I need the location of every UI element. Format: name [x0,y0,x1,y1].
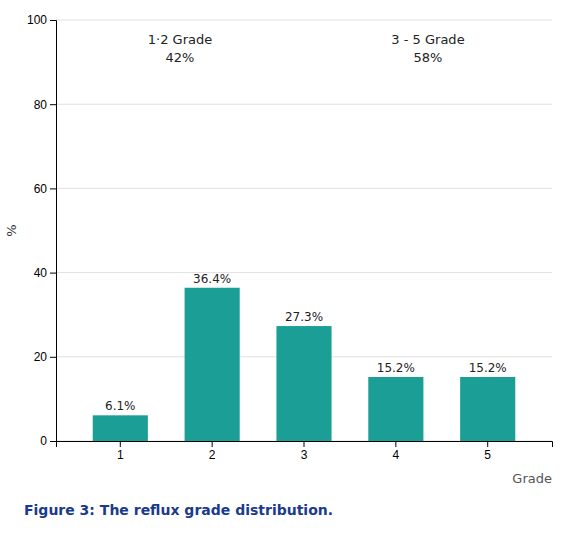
x-tick-label: 5 [484,448,491,462]
data-label: 15.2% [377,361,415,375]
y-tick-label: 80 [34,98,48,112]
grid-line [56,272,552,273]
chart: 0 20 40 60 80 100 1 2 3 4 5 6.1% 36.4% 27.3% 15.2% 15.2… [0,0,576,533]
x-tick-mark [487,441,488,447]
data-label: 36.4% [193,272,231,286]
y-tick: 60 [34,182,56,196]
x-tick-label: 1 [117,448,124,462]
x-tick-label: 2 [209,448,216,462]
y-tick-mark [50,273,56,274]
y-tick-mark [50,188,56,189]
x-tick: 1 [117,441,124,462]
y-tick-mark [50,357,56,358]
x-tick-mark [395,441,396,447]
x-tick: 4 [393,441,400,462]
x-axis-line [57,442,553,448]
x-tick-mark [212,441,213,447]
annotations: 1·2 Grade 42% 3 - 5 Grade 58% [148,32,465,65]
y-tick-mark [50,20,56,21]
caption: Figure 3: The reflux grade distribution. [24,502,333,518]
x-axis: 1 2 3 4 5 [57,441,553,462]
y-tick: 80 [34,98,56,112]
data-label: 6.1% [105,399,136,413]
grid-line [56,188,552,189]
y-axis-title: % [4,224,19,236]
x-axis-title: Grade [512,471,552,486]
y-axis: 0 20 40 60 80 100 [27,13,57,448]
y-tick-label: 0 [40,434,47,448]
y-tick: 0 [40,434,56,448]
annotation: 1·2 Grade 42% [148,32,212,65]
x-tick-label: 3 [301,448,308,462]
annotation-line: 1·2 Grade [148,32,212,47]
x-tick: 2 [209,441,216,462]
bar [185,288,240,441]
y-tick: 100 [27,13,56,27]
grid-line [56,20,552,21]
x-tick-mark [304,441,305,447]
plot-area: 0 20 40 60 80 100 1 2 3 4 5 6.1% 36.4% 27.3% 15.2% 15.2… [4,13,553,486]
y-axis-line [50,21,57,442]
annotation-line: 42% [166,50,195,65]
grid [56,20,552,441]
bar [93,415,148,441]
data-label: 27.3% [285,310,323,324]
x-tick-mark [120,441,121,447]
y-tick-label: 40 [34,266,48,280]
grid-line [56,104,552,105]
y-tick-label: 20 [34,350,48,364]
y-tick-mark [50,104,56,105]
bar [276,326,331,441]
x-tick-label: 4 [393,448,400,462]
y-tick: 20 [34,350,56,364]
y-tick-label: 100 [27,13,47,27]
x-tick: 3 [301,441,308,462]
bar [368,377,423,441]
bar [460,377,515,441]
bars [93,288,516,441]
annotation: 3 - 5 Grade 58% [391,32,464,65]
annotation-line: 58% [414,50,443,65]
annotation-line: 3 - 5 Grade [391,32,464,47]
data-label: 15.2% [469,361,507,375]
y-tick: 40 [34,266,56,280]
x-tick: 5 [484,441,491,462]
y-tick-label: 60 [34,182,48,196]
data-labels: 6.1% 36.4% 27.3% 15.2% 15.2% [105,272,507,414]
y-tick-mark [50,441,56,442]
